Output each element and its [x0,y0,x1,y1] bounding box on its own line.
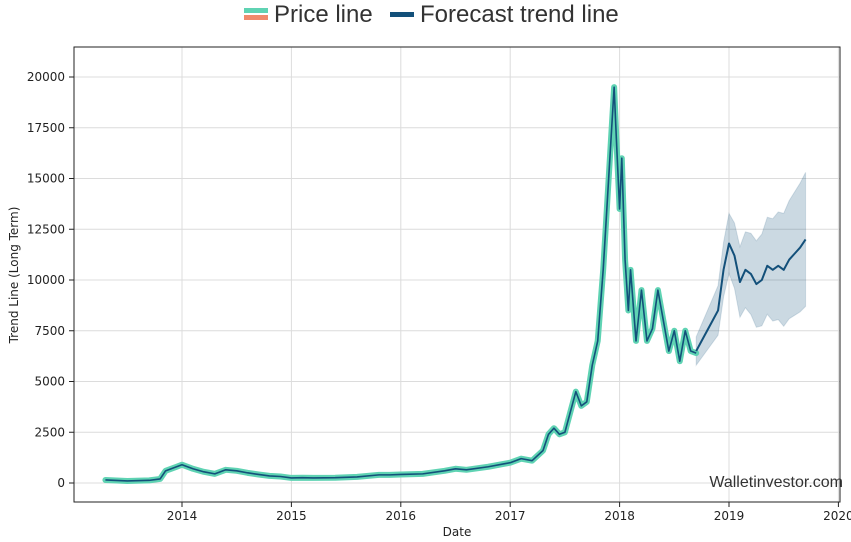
legend-swatch-price-bottom [244,15,268,20]
x-tick-label: 2014 [167,509,198,523]
y-tick-label: 20000 [27,70,65,84]
legend-swatch-price-top [244,8,268,13]
plot-frame [73,46,841,503]
forecast-band [695,172,807,367]
y-axis: 0 2500 5000 7500 10000 12500 15000 17500 20000 [27,70,74,490]
y-axis-label: Trend Line (Long Term) [7,207,21,345]
y-tick-label: 0 [57,476,65,490]
x-tick-label: 2018 [604,509,635,523]
legend-label-forecast: Forecast trend line [420,1,619,28]
y-tick-label: 5000 [34,375,65,389]
y-tick-label: 10000 [27,273,65,287]
y-tick-label: 12500 [27,222,65,236]
series-group [102,84,807,484]
x-tick-label: 2017 [495,509,526,523]
y-tick-label: 7500 [34,324,65,338]
x-axis: 2014 2015 2016 2017 2018 2019 2020 [167,502,851,523]
legend: Price line Forecast trend line [244,1,619,28]
x-tick-label: 2020 [823,509,851,523]
watermark: Walletinvestor.com [709,474,843,491]
legend-swatch-forecast [390,12,414,17]
x-tick-label: 2015 [276,509,307,523]
x-tick-label: 2016 [386,509,417,523]
y-tick-label: 2500 [34,425,65,439]
forecast-trend-line [695,238,807,352]
forecast-confidence-band [695,172,807,367]
legend-label-price: Price line [274,1,373,28]
y-tick-label: 17500 [27,121,65,135]
grid [74,47,840,502]
y-tick-label: 15000 [27,172,65,186]
x-axis-label: Date [443,525,472,539]
price-trend-core-line [105,86,697,482]
x-tick-label: 2019 [714,509,745,523]
